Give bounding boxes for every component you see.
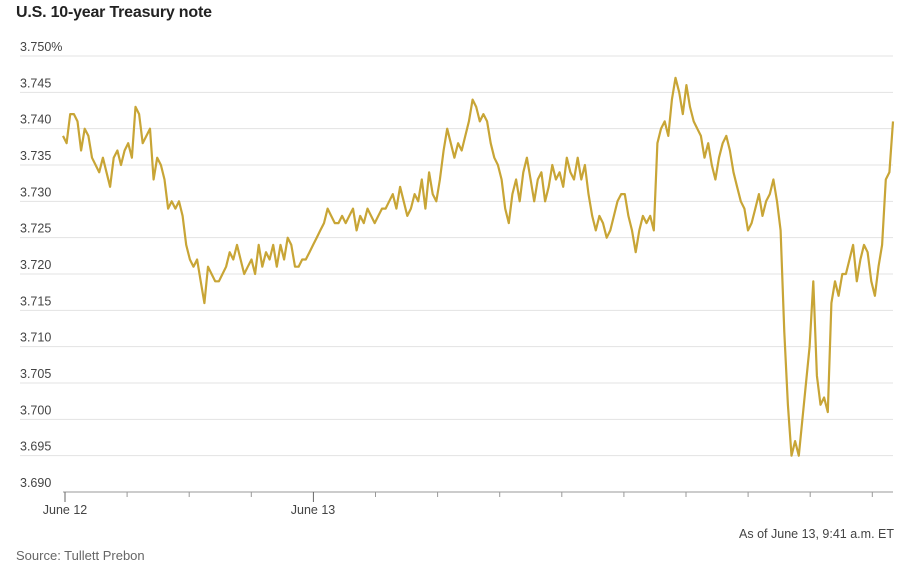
y-tick-label: 3.715: [20, 294, 51, 308]
y-tick-label: 3.695: [20, 440, 51, 454]
y-tick-label: 3.725: [20, 222, 51, 236]
x-axis: [63, 491, 893, 502]
y-tick-label: 3.700: [20, 403, 51, 417]
source-note: Source: Tullett Prebon: [16, 548, 145, 563]
y-tick-label: 3.750%: [20, 40, 62, 54]
y-tick-label: 3.690: [20, 476, 51, 490]
y-tick-label: 3.705: [20, 367, 51, 381]
series-line: [62, 76, 895, 457]
y-axis-labels: 3.690 3.695 3.700 3.705 3.710 3.715 3.720 3.725…: [20, 40, 62, 490]
series-group: [62, 76, 895, 457]
y-tick-label: 3.710: [20, 331, 51, 345]
chart-title: U.S. 10-year Treasury note: [16, 4, 212, 21]
x-tick-label: June 13: [291, 503, 336, 517]
y-tick-label: 3.745: [20, 76, 51, 90]
x-axis-labels: June 12 June 13: [43, 503, 336, 517]
y-tick-label: 3.735: [20, 149, 51, 163]
as-of-note: As of June 13, 9:41 a.m. ET: [739, 527, 894, 541]
y-tick-label: 3.730: [20, 185, 51, 199]
grid-lines: [20, 55, 893, 457]
y-tick-label: 3.720: [20, 258, 51, 272]
y-tick-label: 3.740: [20, 113, 51, 127]
x-tick-label: June 12: [43, 503, 88, 517]
